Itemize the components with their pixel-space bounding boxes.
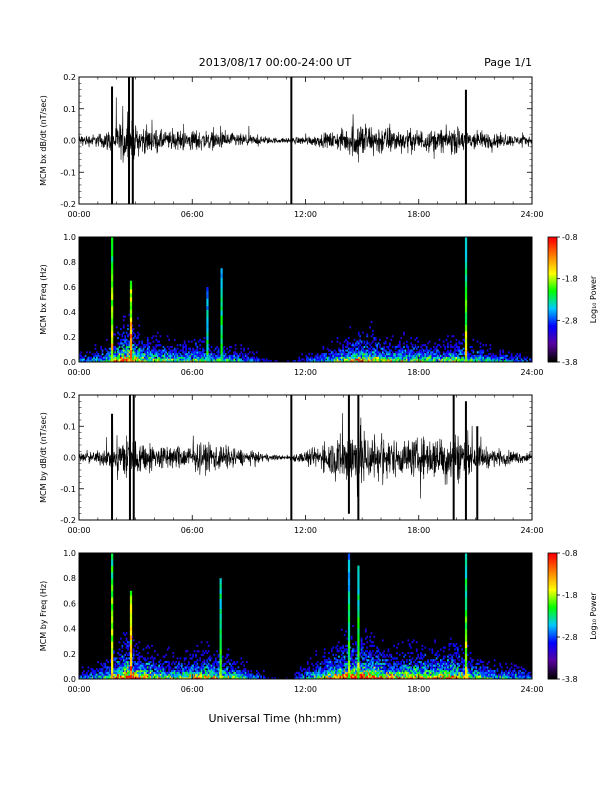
y-tick-label: 0.8 — [63, 574, 76, 583]
signal-trace — [79, 97, 532, 166]
x-tick-label: 00:00 — [67, 685, 90, 694]
y-tick-label: 1.0 — [63, 549, 76, 558]
x-tick-label: 06:00 — [181, 526, 204, 535]
spectral-streak-2 — [130, 281, 132, 363]
colorbar-label: Log₁₀ Power — [589, 592, 598, 640]
panel-3: 00:00 06:00 12:00 18:00 24:00 -0.2 -0.1 0.0 0.1 0… — [39, 391, 544, 535]
spectral-streak-5 — [465, 237, 467, 363]
spectral-streak-5 — [357, 566, 359, 680]
page-indicator: Page 1/1 — [484, 56, 532, 69]
colorbar-tick-label: -3.8 — [562, 675, 578, 684]
y-tick-label: 0.6 — [63, 599, 76, 608]
y-axis-label: MCM by Freq (Hz) — [39, 581, 48, 651]
x-tick-label: 18:00 — [407, 526, 430, 535]
signal-trace — [79, 413, 532, 498]
y-tick-label: 0.4 — [63, 625, 76, 634]
y-tick-label: 0.6 — [63, 283, 76, 292]
y-tick-label: -0.2 — [60, 200, 76, 209]
colorbar-tick-label: -0.8 — [562, 549, 578, 558]
spectral-streak-1 — [111, 237, 113, 363]
spectral-streak-4 — [221, 268, 223, 362]
x-tick-label: 12:00 — [294, 526, 317, 535]
colorbar-tick-label: -1.8 — [562, 275, 578, 284]
panel-2: -0.8 -1.8 -2.8 -3.8 Log₁₀ Power 00:00 06:00 12:… — [39, 233, 598, 377]
x-tick-label: 12:00 — [294, 210, 317, 219]
x-tick-label: 00:00 — [67, 526, 90, 535]
y-axis-label: MCM bx dB/dt (nT/sec) — [39, 95, 48, 186]
y-tick-label: 0.1 — [63, 422, 76, 431]
y-tick-label: -0.1 — [60, 168, 76, 177]
x-tick-label: 24:00 — [520, 685, 543, 694]
y-tick-label: -0.1 — [60, 485, 76, 494]
spectral-streak-3 — [206, 287, 208, 363]
y-tick-label: 0.1 — [63, 105, 76, 114]
spectral-streak-3 — [220, 578, 222, 679]
colorbar-tick-label: -2.8 — [562, 633, 578, 642]
x-tick-label: 06:00 — [181, 210, 204, 219]
spectral-streak-1 — [111, 553, 113, 680]
y-axis-label: MCM by dB/dt (nT/sec) — [39, 412, 48, 503]
spectral-streak-4 — [348, 553, 350, 680]
y-tick-label: -0.2 — [60, 516, 76, 525]
y-tick-label: 0.0 — [63, 675, 76, 684]
y-tick-label: 0.0 — [63, 454, 76, 463]
x-tick-label: 18:00 — [407, 368, 430, 377]
x-tick-label: 12:00 — [294, 368, 317, 377]
y-tick-label: 0.2 — [63, 73, 76, 82]
y-tick-label: 1.0 — [63, 233, 76, 242]
x-tick-label: 06:00 — [181, 368, 204, 377]
colorbar: -0.8 -1.8 -2.8 -3.8 Log₁₀ Power — [548, 233, 598, 367]
y-tick-label: 0.0 — [63, 137, 76, 146]
y-tick-label: 0.0 — [63, 358, 76, 367]
x-tick-label: 24:00 — [520, 368, 543, 377]
x-tick-label: 00:00 — [67, 368, 90, 377]
x-tick-label: 18:00 — [407, 685, 430, 694]
x-tick-label: 24:00 — [520, 210, 543, 219]
y-axis-label: MCM bx Freq (Hz) — [39, 264, 48, 334]
plot-area — [79, 237, 532, 363]
y-tick-label: 0.2 — [63, 333, 76, 342]
x-tick-label: 00:00 — [67, 210, 90, 219]
x-axis-label: Universal Time (hh:mm) — [209, 712, 342, 725]
spectral-streak-2 — [130, 591, 132, 680]
colorbar-tick-label: -0.8 — [562, 233, 578, 242]
y-tick-label: 0.2 — [63, 391, 76, 400]
y-tick-label: 0.2 — [63, 650, 76, 659]
colorbar: -0.8 -1.8 -2.8 -3.8 Log₁₀ Power — [548, 549, 598, 684]
colorbar-tick-label: -3.8 — [562, 358, 578, 367]
y-tick-label: 0.8 — [63, 258, 76, 267]
colorbar-tick-label: -1.8 — [562, 591, 578, 600]
colorbar-tick-label: -2.8 — [562, 316, 578, 325]
panel-4: -0.8 -1.8 -2.8 -3.8 Log₁₀ Power 00:00 06:00 12:… — [39, 549, 598, 694]
x-tick-label: 06:00 — [181, 685, 204, 694]
colorbar-label: Log₁₀ Power — [589, 275, 598, 323]
x-tick-label: 12:00 — [294, 685, 317, 694]
spectral-streak-6 — [465, 553, 467, 680]
panel-1: 00:00 06:00 12:00 18:00 24:00 -0.2 -0.1 0.0 0.1 0… — [39, 73, 544, 219]
plot-area — [79, 77, 532, 204]
x-tick-label: 24:00 — [520, 526, 543, 535]
plot-area — [79, 395, 532, 520]
y-tick-label: 0.4 — [63, 308, 76, 317]
plot-area — [79, 553, 532, 680]
date-range-title: 2013/08/17 00:00-24:00 UT — [199, 56, 352, 69]
x-tick-label: 18:00 — [407, 210, 430, 219]
